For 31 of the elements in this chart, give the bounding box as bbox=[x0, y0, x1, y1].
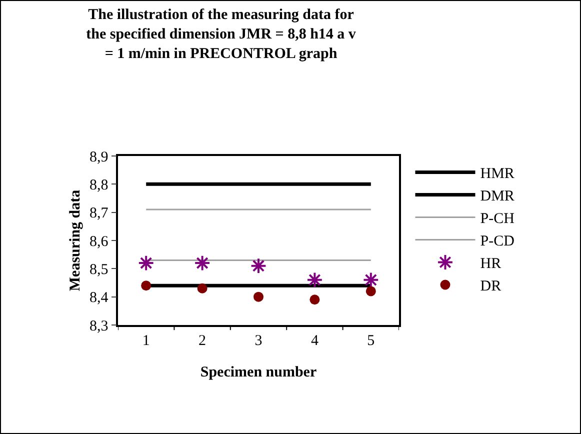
y-tick-label: 8,9 bbox=[90, 149, 108, 166]
y-tick-label: 8,5 bbox=[90, 262, 108, 278]
x-tick-label: 3 bbox=[254, 332, 262, 349]
point bbox=[254, 292, 264, 302]
chart-title: The illustration of the measuring data for the specified dimension JMR = 8,8 h14 a v = 1 m/min in PRECONTROL graph bbox=[86, 6, 356, 62]
point bbox=[366, 286, 376, 296]
point bbox=[197, 283, 208, 294]
x-axis-title: Specimen number bbox=[200, 364, 317, 380]
y-axis-title: Measuring data bbox=[67, 189, 84, 292]
y-tick-label: 8,8 bbox=[90, 177, 108, 194]
point bbox=[362, 272, 380, 288]
x-tick-label: 4 bbox=[310, 332, 319, 349]
point bbox=[250, 258, 267, 274]
legend-label: DR bbox=[480, 278, 502, 295]
x-tick-label: 1 bbox=[142, 332, 150, 349]
x-tick-label: 2 bbox=[198, 332, 206, 349]
point bbox=[194, 254, 210, 272]
point bbox=[310, 294, 320, 305]
legend-label: HMR bbox=[480, 166, 514, 182]
x-tick-label: 5 bbox=[367, 332, 375, 349]
point bbox=[141, 280, 152, 291]
y-tick-label: 8,6 bbox=[90, 234, 109, 250]
y-tick-label: 8,7 bbox=[90, 206, 109, 222]
legend-label: P-CH bbox=[480, 211, 515, 228]
y-tick-label: 8,3 bbox=[90, 318, 108, 334]
legend-label: P-CD bbox=[480, 234, 515, 250]
legend-label: HR bbox=[480, 256, 502, 272]
point bbox=[138, 254, 154, 272]
legend-label: DMR bbox=[480, 188, 514, 205]
point bbox=[306, 272, 323, 288]
y-tick-label: 8,4 bbox=[90, 290, 109, 306]
